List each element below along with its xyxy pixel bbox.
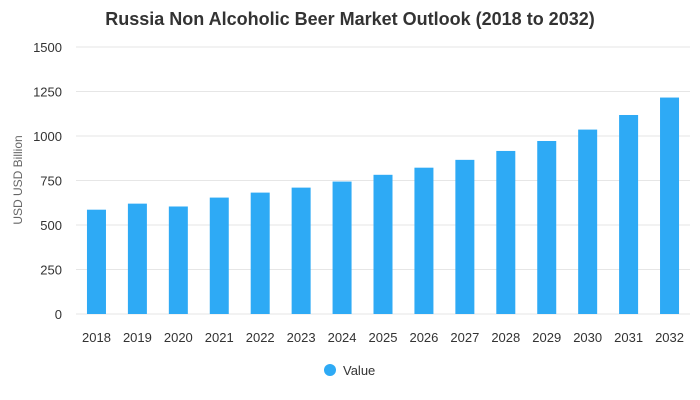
bar-2026[interactable]	[414, 167, 434, 314]
x-tick-label: 2029	[532, 330, 561, 345]
x-tick-label: 2022	[246, 330, 275, 345]
x-tick-label: 2024	[328, 330, 357, 345]
x-tick-label: 2021	[205, 330, 234, 345]
x-tick-label: 2018	[82, 330, 111, 345]
y-axis-label: USD USD Billion	[11, 135, 25, 224]
x-tick-label: 2030	[573, 330, 602, 345]
y-tick-label: 0	[55, 307, 62, 322]
x-tick-label: 2032	[655, 330, 684, 345]
y-tick-label: 1250	[33, 85, 62, 100]
y-tick-label: 500	[40, 218, 62, 233]
legend-swatch-value	[324, 364, 336, 376]
x-tick-label: 2031	[614, 330, 643, 345]
bar-2020[interactable]	[168, 206, 188, 314]
y-tick-label: 1000	[33, 129, 62, 144]
bar-2032[interactable]	[660, 97, 680, 314]
legend-label-value: Value	[343, 363, 375, 378]
bar-2028[interactable]	[496, 150, 516, 314]
bar-2023[interactable]	[291, 187, 311, 314]
bar-2031[interactable]	[619, 114, 639, 314]
bar-2025[interactable]	[373, 174, 393, 314]
bar-2019[interactable]	[127, 203, 147, 314]
y-tick-label: 750	[40, 174, 62, 189]
bar-2022[interactable]	[250, 192, 270, 314]
y-tick-label: 1500	[33, 40, 62, 55]
bar-2018[interactable]	[86, 209, 106, 314]
x-tick-label: 2019	[123, 330, 152, 345]
bars	[86, 97, 680, 314]
bar-2030[interactable]	[578, 129, 598, 314]
x-axis-ticks: 2018 2019 2020 2021 2022 2023 2024 2025 2026 2027…	[82, 330, 684, 345]
bar-2027[interactable]	[455, 159, 475, 314]
y-axis-ticks: 0 250 500 750 1000 1250 1500	[33, 40, 62, 322]
y-tick-label: 250	[40, 263, 62, 278]
bar-2021[interactable]	[209, 197, 229, 314]
legend[interactable]: Value	[324, 363, 375, 378]
x-tick-label: 2026	[409, 330, 438, 345]
x-tick-label: 2020	[164, 330, 193, 345]
chart-title: Russia Non Alcoholic Beer Market Outlook…	[105, 9, 594, 29]
bar-2029[interactable]	[537, 140, 557, 314]
x-tick-label: 2025	[369, 330, 398, 345]
x-tick-label: 2023	[287, 330, 316, 345]
x-tick-label: 2028	[491, 330, 520, 345]
x-tick-label: 2027	[450, 330, 479, 345]
bar-2024[interactable]	[332, 181, 352, 314]
